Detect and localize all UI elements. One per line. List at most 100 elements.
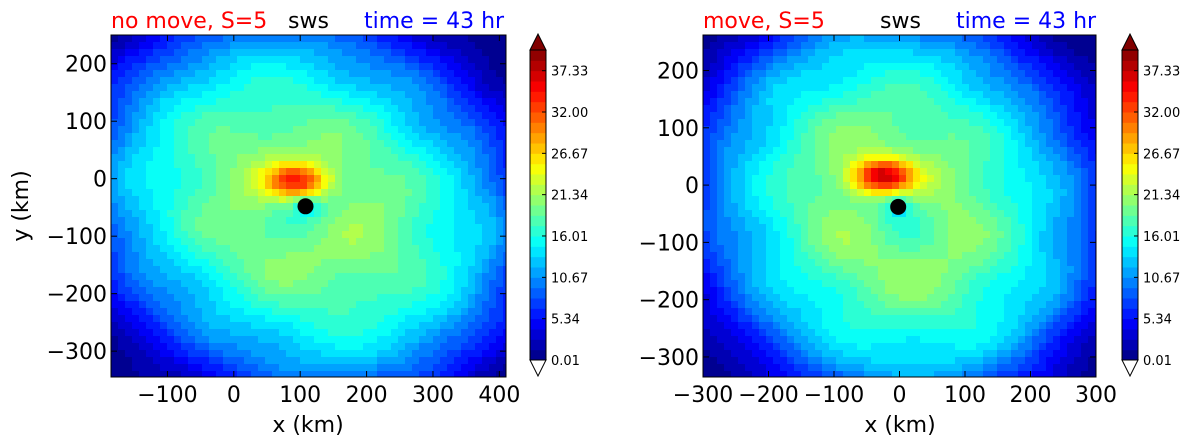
field-cell xyxy=(794,182,802,190)
field-cell xyxy=(139,301,147,309)
field-cell xyxy=(216,147,224,155)
field-cell xyxy=(822,105,830,113)
field-cell xyxy=(717,231,725,239)
field-cell xyxy=(941,84,949,92)
field-cell xyxy=(780,133,788,141)
field-cell xyxy=(111,196,119,204)
field-cell xyxy=(920,70,928,78)
field-cell xyxy=(223,189,231,197)
field-cell xyxy=(780,196,788,204)
field-cell xyxy=(829,224,837,232)
field-cell xyxy=(503,259,506,267)
field-cell xyxy=(223,203,231,211)
field-cell xyxy=(146,273,154,281)
field-cell xyxy=(1018,273,1026,281)
field-cell xyxy=(997,210,1005,218)
field-cell xyxy=(342,154,350,162)
field-cell xyxy=(384,350,392,358)
field-cell xyxy=(174,224,182,232)
field-cell xyxy=(983,119,991,127)
field-cell xyxy=(1011,49,1019,57)
field-cell xyxy=(482,140,490,148)
field-cell xyxy=(1025,70,1033,78)
field-cell xyxy=(503,280,506,288)
field-cell xyxy=(745,266,753,274)
field-cell xyxy=(1018,49,1026,57)
field-cell xyxy=(251,301,259,309)
field-cell xyxy=(321,287,329,295)
field-cell xyxy=(412,343,420,351)
field-cell xyxy=(160,126,168,134)
field-cell xyxy=(286,175,294,183)
field-cell xyxy=(272,280,280,288)
field-cell xyxy=(997,245,1005,253)
field-cell xyxy=(913,259,921,267)
field-cell xyxy=(962,119,970,127)
field-cell xyxy=(934,189,942,197)
field-cell xyxy=(1046,245,1054,253)
field-cell xyxy=(426,189,434,197)
field-cell xyxy=(710,196,718,204)
field-cell xyxy=(997,196,1005,204)
field-cell xyxy=(822,42,830,50)
field-cell xyxy=(1074,196,1082,204)
field-cell xyxy=(843,231,851,239)
field-cell xyxy=(265,357,273,365)
field-cell xyxy=(801,77,809,85)
field-cell xyxy=(237,259,245,267)
field-cell xyxy=(997,105,1005,113)
field-cell xyxy=(913,210,921,218)
field-cell xyxy=(188,140,196,148)
field-cell xyxy=(384,371,392,377)
field-cell xyxy=(1018,63,1026,71)
field-cell xyxy=(1088,77,1096,85)
field-cell xyxy=(829,245,837,253)
field-cell xyxy=(335,105,343,113)
field-cell xyxy=(752,70,760,78)
colorbar-level xyxy=(530,277,546,289)
field-cell xyxy=(363,105,371,113)
field-cell xyxy=(426,252,434,260)
field-cell xyxy=(1039,231,1047,239)
field-cell xyxy=(195,357,203,365)
field-cell xyxy=(391,301,399,309)
field-cell xyxy=(209,238,217,246)
field-cell xyxy=(433,77,441,85)
field-cell xyxy=(955,168,963,176)
field-cell xyxy=(335,147,343,155)
field-cell xyxy=(258,175,266,183)
field-cell xyxy=(822,231,830,239)
field-cell xyxy=(1011,280,1019,288)
field-cell xyxy=(293,42,301,50)
field-cell xyxy=(745,98,753,106)
field-cell xyxy=(223,273,231,281)
field-cell xyxy=(363,259,371,267)
field-cell xyxy=(941,252,949,260)
field-cell xyxy=(808,105,816,113)
field-cell xyxy=(251,245,259,253)
field-cell xyxy=(843,42,851,50)
field-cell xyxy=(1081,182,1089,190)
field-cell xyxy=(342,343,350,351)
field-cell xyxy=(139,49,147,57)
field-cell xyxy=(843,252,851,260)
field-cell xyxy=(391,371,399,377)
field-cell xyxy=(412,210,420,218)
field-cell xyxy=(167,91,175,99)
field-cell xyxy=(920,91,928,99)
field-cell xyxy=(829,112,837,120)
field-cell xyxy=(724,154,732,162)
field-cell xyxy=(892,133,900,141)
field-cell xyxy=(265,280,273,288)
field-cell xyxy=(780,147,788,155)
field-cell xyxy=(475,245,483,253)
field-cell xyxy=(850,98,858,106)
field-cell xyxy=(349,301,357,309)
field-cell xyxy=(223,364,231,372)
field-cell xyxy=(948,259,956,267)
field-cell xyxy=(356,252,364,260)
field-cell xyxy=(948,147,956,155)
field-cell xyxy=(139,217,147,225)
field-cell xyxy=(801,189,809,197)
field-cell xyxy=(461,63,469,71)
